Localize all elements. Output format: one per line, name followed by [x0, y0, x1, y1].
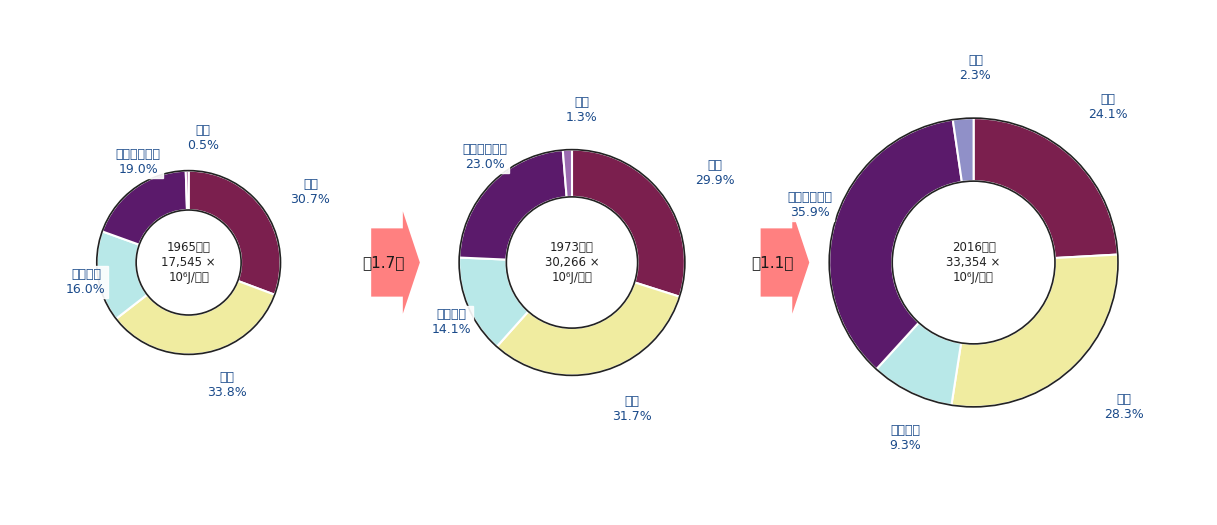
Text: 動力・照明他
23.0%: 動力・照明他 23.0%: [462, 143, 507, 171]
Text: ちゅう房
14.1%: ちゅう房 14.1%: [432, 308, 471, 335]
Text: 冷房
1.3%: 冷房 1.3%: [566, 96, 598, 124]
Text: 暖房
29.9%: 暖房 29.9%: [695, 159, 735, 186]
Text: 冷房
2.3%: 冷房 2.3%: [959, 54, 992, 82]
Text: ちゅう房
9.3%: ちゅう房 9.3%: [890, 424, 921, 453]
Wedge shape: [459, 150, 567, 260]
Text: 約1.7倍: 約1.7倍: [363, 255, 404, 270]
Text: 2016年度
33,354 ×
10⁶J/世帯: 2016年度 33,354 × 10⁶J/世帯: [947, 241, 1000, 284]
Text: 約1.1倍: 約1.1倍: [752, 255, 793, 270]
Wedge shape: [572, 150, 685, 297]
Wedge shape: [562, 150, 572, 197]
Text: 動力・照明他
19.0%: 動力・照明他 19.0%: [116, 148, 161, 176]
Text: 暖房
24.1%: 暖房 24.1%: [1088, 93, 1127, 121]
Wedge shape: [952, 255, 1118, 407]
Text: 冷房
0.5%: 冷房 0.5%: [186, 124, 219, 152]
Wedge shape: [459, 258, 528, 346]
Wedge shape: [497, 282, 679, 375]
Wedge shape: [116, 281, 275, 354]
Polygon shape: [761, 211, 809, 314]
Text: 動力・照明他
35.9%: 動力・照明他 35.9%: [787, 192, 832, 219]
Polygon shape: [371, 211, 420, 314]
Text: 1965年度
17,545 ×
10⁶J/世帯: 1965年度 17,545 × 10⁶J/世帯: [162, 241, 215, 284]
Text: 給湯
33.8%: 給湯 33.8%: [207, 371, 247, 399]
Wedge shape: [102, 171, 187, 245]
Text: 1973年度
30,266 ×
10⁶J/世帯: 1973年度 30,266 × 10⁶J/世帯: [545, 241, 599, 284]
Wedge shape: [829, 120, 961, 369]
Text: 暖房
30.7%: 暖房 30.7%: [291, 178, 331, 206]
Wedge shape: [974, 118, 1117, 258]
Text: 給湯
31.7%: 給湯 31.7%: [612, 395, 652, 424]
Wedge shape: [876, 323, 961, 405]
Wedge shape: [189, 171, 280, 295]
Wedge shape: [186, 171, 189, 210]
Text: ちゅう房
16.0%: ちゅう房 16.0%: [66, 268, 106, 296]
Wedge shape: [97, 232, 147, 319]
Wedge shape: [953, 118, 974, 182]
Text: 給湯
28.3%: 給湯 28.3%: [1104, 393, 1144, 421]
